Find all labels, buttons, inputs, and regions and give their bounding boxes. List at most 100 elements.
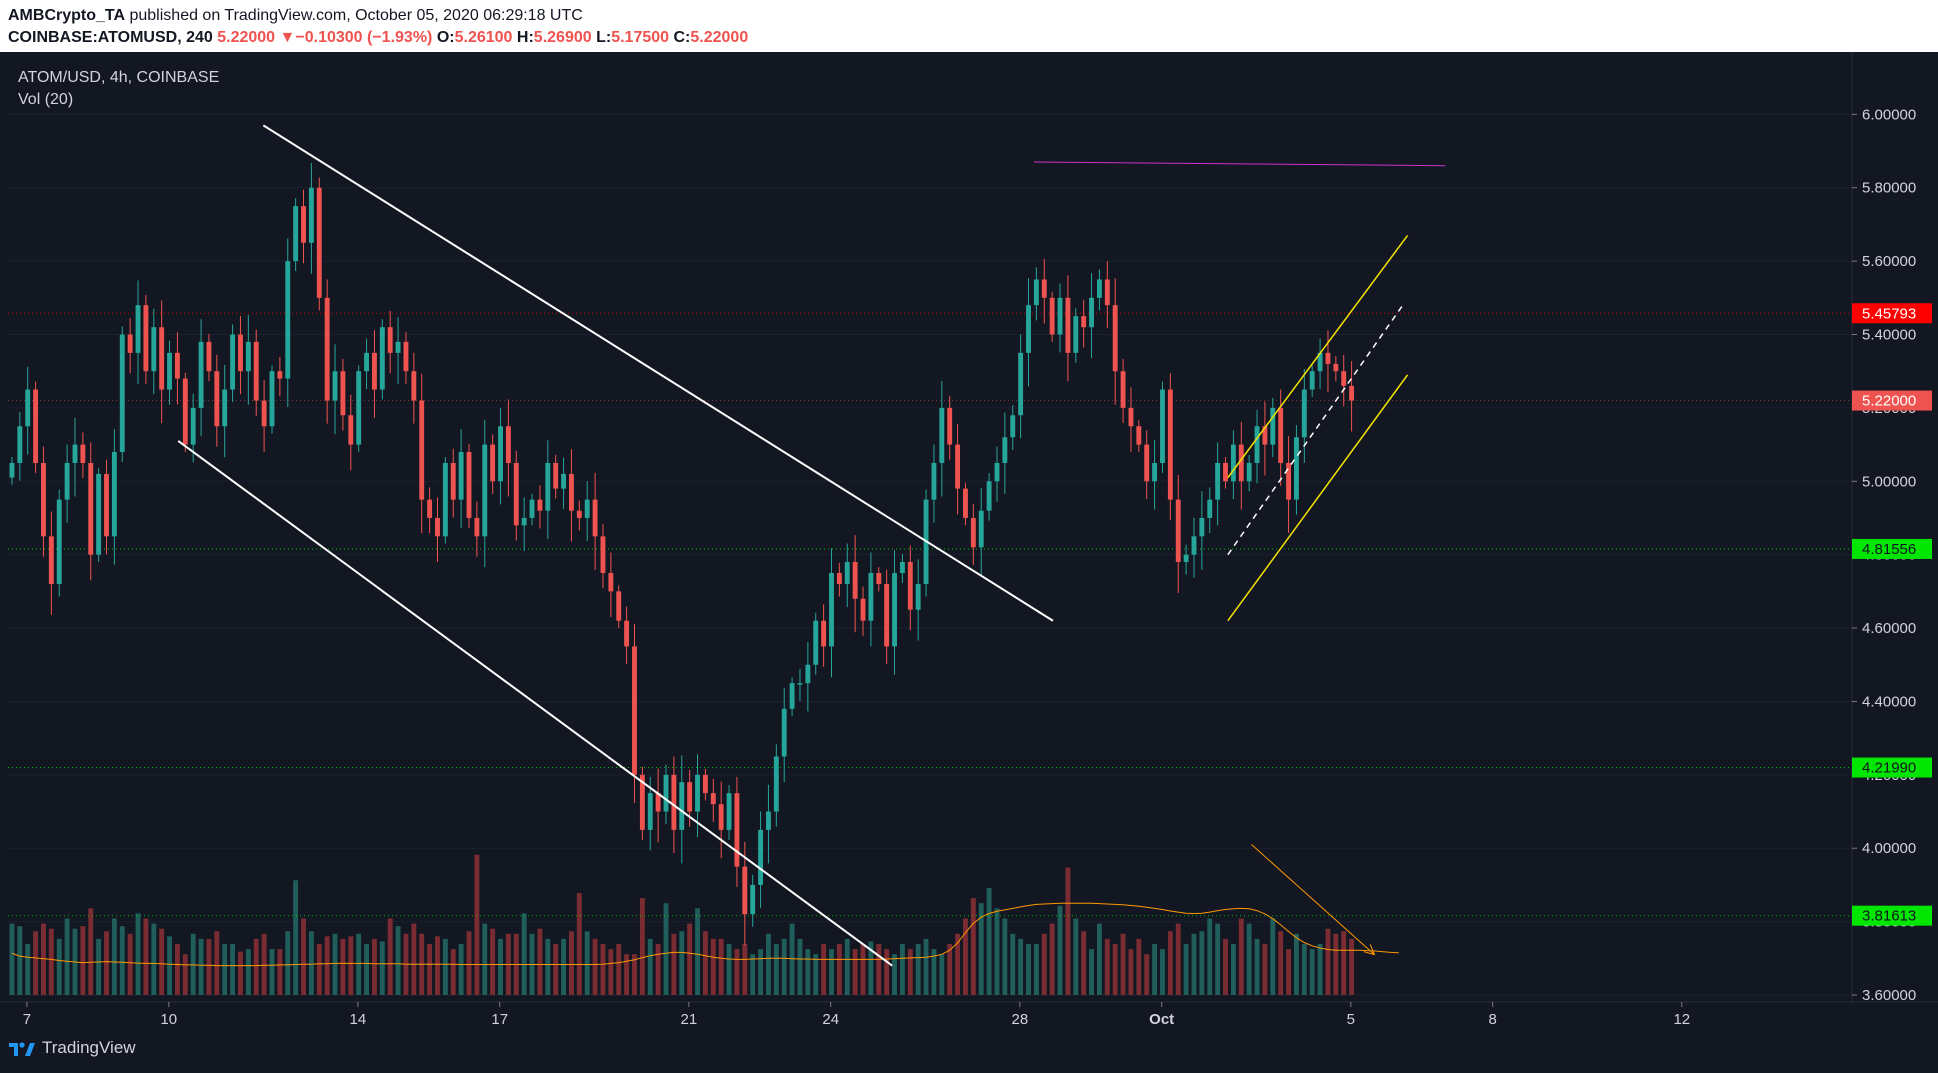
- volume-bar: [907, 949, 913, 995]
- candle-body: [529, 499, 535, 518]
- low-label: L:: [596, 29, 612, 46]
- volume-bar: [726, 944, 732, 995]
- volume-bar: [308, 931, 314, 995]
- volume-bar: [671, 933, 677, 995]
- time-tick-label: 8: [1488, 1011, 1496, 1028]
- candle-body: [403, 341, 409, 372]
- candle-body: [1026, 305, 1031, 353]
- volume-bar: [1309, 949, 1315, 995]
- volume-bar: [1207, 918, 1213, 995]
- candle-body: [316, 187, 322, 298]
- volume-trend-arrowhead: [1363, 944, 1376, 956]
- candle-body: [119, 334, 125, 452]
- volume-bar: [789, 923, 795, 995]
- volume-bar: [647, 938, 653, 995]
- candle-body: [348, 415, 354, 445]
- candle-body: [466, 451, 472, 518]
- resistance-price-tag: [1852, 303, 1932, 324]
- price-axis[interactable]: 6.000005.800005.600005.400005.200005.000…: [1851, 52, 1938, 1004]
- volume-bar: [986, 887, 992, 995]
- time-axis[interactable]: 7 10 14 17 21 24 28 Oct 5 8 12: [0, 1001, 1938, 1028]
- candle-body: [1325, 352, 1331, 364]
- candle-body: [1081, 316, 1087, 328]
- volume-bar: [269, 949, 275, 995]
- volume-bar: [324, 936, 330, 995]
- candle-body: [1002, 437, 1008, 463]
- candle-body: [994, 462, 1000, 482]
- volume-bar: [860, 944, 866, 995]
- candles: [9, 162, 1355, 946]
- candle-body: [230, 334, 236, 390]
- volume-bar: [1246, 923, 1252, 995]
- volume-bar: [1167, 931, 1173, 995]
- candle-body: [513, 462, 519, 526]
- volume-bar: [458, 944, 464, 995]
- candle-body: [371, 352, 377, 390]
- volume-bar: [931, 949, 937, 995]
- price-tick-label: 4.40000: [1862, 693, 1916, 710]
- volume-legend[interactable]: Vol (20): [18, 91, 74, 108]
- candle-body: [852, 562, 858, 599]
- volume-bar: [1002, 918, 1008, 995]
- series-legend[interactable]: ATOM/USD, 4h, COINBASE: [18, 69, 220, 86]
- price-chart[interactable]: 6.000005.800005.600005.400005.200005.000…: [0, 52, 1938, 1073]
- volume-bar: [293, 880, 299, 995]
- candle-body: [174, 352, 180, 379]
- volume-bar: [758, 949, 764, 995]
- candle-body: [947, 407, 953, 445]
- candle-body: [726, 793, 732, 830]
- price-tick-label: 4.60000: [1862, 620, 1916, 637]
- candle-body: [33, 389, 39, 463]
- volume-bar: [1057, 905, 1063, 995]
- volume-bar: [387, 918, 393, 995]
- candle-body: [647, 793, 653, 830]
- candle-body: [1317, 352, 1323, 372]
- ohlc-line: COINBASE:ATOMUSD, 240 5.22000 ▼−0.10300 …: [8, 29, 748, 47]
- volume-bar: [1144, 954, 1150, 995]
- candle-body: [955, 444, 961, 489]
- candle-body: [222, 389, 228, 427]
- low-value: 5.17500: [611, 29, 670, 46]
- volume-bar: [316, 944, 322, 995]
- volume-bar: [261, 933, 267, 995]
- candle-body: [821, 620, 827, 647]
- candle-body: [1057, 297, 1063, 335]
- candle-body: [190, 407, 196, 445]
- volume-bar: [970, 898, 976, 995]
- volume-bar: [718, 938, 724, 995]
- volume-bar: [797, 938, 803, 995]
- candle-body: [340, 371, 346, 416]
- trendlines[interactable]: [177, 124, 1446, 967]
- candle-body: [450, 462, 456, 500]
- high-label: H:: [516, 29, 534, 46]
- descending-channel-line: [177, 440, 893, 967]
- volume-bar: [9, 923, 15, 995]
- candle-body: [1049, 297, 1055, 335]
- candle-body: [505, 426, 511, 463]
- rising-channel-midline: [1227, 304, 1404, 556]
- candle-body: [592, 499, 598, 537]
- candle-body: [584, 499, 590, 518]
- volume-bar: [395, 926, 401, 995]
- volume-bar: [435, 936, 440, 995]
- candle-body: [72, 444, 78, 463]
- candle-body: [1223, 462, 1228, 482]
- candle-body: [1301, 389, 1307, 438]
- volume-bar: [537, 928, 543, 995]
- volume-bar: [844, 938, 850, 995]
- candle-body: [490, 444, 496, 482]
- candle-body: [64, 462, 70, 500]
- volume-bar: [1160, 949, 1165, 995]
- volume-bar: [182, 954, 188, 995]
- candle-body: [766, 811, 771, 830]
- publisher-name[interactable]: AMBCrypto_TA: [8, 7, 126, 24]
- support-price-tag: [1852, 757, 1932, 778]
- candle-body: [1238, 444, 1244, 482]
- volume-bar: [1120, 933, 1126, 995]
- volume-bar: [624, 954, 630, 995]
- candle-body: [387, 327, 393, 353]
- tradingview-brand[interactable]: TradingView: [8, 1038, 136, 1058]
- time-tick-label: Oct: [1149, 1011, 1174, 1028]
- volume-bar: [978, 903, 984, 995]
- volume-bar: [411, 923, 417, 995]
